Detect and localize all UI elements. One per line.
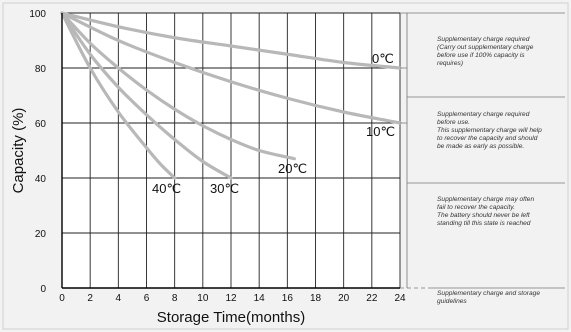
y-tick-label: 80 bbox=[35, 64, 47, 75]
y-axis-title: Capacity (%) bbox=[10, 108, 27, 194]
note-zone-3: Supplementary charge may often fail to r… bbox=[437, 196, 535, 228]
series-label-1: 10℃ bbox=[366, 124, 395, 139]
x-tick-label: 0 bbox=[59, 293, 65, 304]
x-tick-label: 20 bbox=[338, 293, 350, 304]
curve-2 bbox=[60, 11, 296, 161]
x-tick-label: 22 bbox=[366, 293, 378, 304]
x-tick-label: 2 bbox=[87, 293, 93, 304]
x-tick-label: 12 bbox=[225, 293, 237, 304]
x-tick-label: 10 bbox=[197, 293, 209, 304]
x-tick-label: 6 bbox=[144, 293, 150, 304]
y-tick-label: 0 bbox=[40, 284, 46, 295]
x-tick-label: 14 bbox=[254, 293, 266, 304]
note-zone-4: Supplementary charge and storage guideli… bbox=[437, 290, 541, 306]
bracket-zone-1 bbox=[400, 12, 408, 69]
bracket-zone-2 bbox=[400, 68, 408, 124]
x-tick-label: 24 bbox=[394, 293, 406, 304]
y-tick-label: 40 bbox=[35, 174, 47, 185]
x-tick-label: 16 bbox=[282, 293, 294, 304]
curve-3 bbox=[60, 11, 233, 180]
series-label-2: 20℃ bbox=[278, 161, 307, 176]
series-label-4: 40℃ bbox=[152, 181, 181, 196]
curve-0 bbox=[60, 11, 402, 70]
y-tick-label: 100 bbox=[29, 9, 46, 20]
x-tick-label: 18 bbox=[310, 293, 322, 304]
y-tick-label: 60 bbox=[35, 119, 47, 130]
note-zone-1: Supplementary charge required (Carry out… bbox=[437, 36, 534, 68]
curve-4 bbox=[60, 11, 177, 180]
series-label-0: 0℃ bbox=[372, 51, 394, 66]
series-label-3: 30℃ bbox=[210, 181, 239, 196]
x-tick-label: 4 bbox=[116, 293, 122, 304]
y-tick-label: 20 bbox=[35, 229, 47, 240]
curve-1 bbox=[60, 11, 402, 125]
x-axis-title: Storage Time(months) bbox=[157, 309, 305, 326]
note-zone-2: Supplementary charge required before use… bbox=[437, 111, 542, 151]
x-tick-label: 8 bbox=[172, 293, 178, 304]
